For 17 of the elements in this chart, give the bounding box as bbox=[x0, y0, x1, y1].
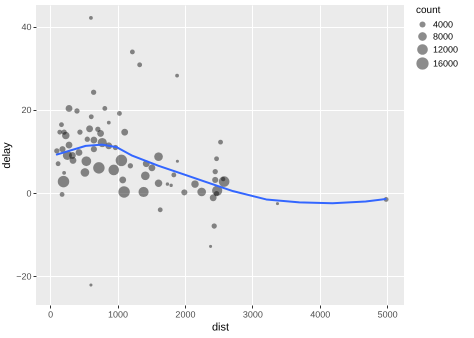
x-tick-label: 5000 bbox=[378, 310, 398, 320]
y-tick-label: 0 bbox=[26, 188, 32, 198]
legend-label: 16000 bbox=[433, 58, 458, 68]
legend-label: 4000 bbox=[433, 20, 454, 30]
legend-title: count bbox=[416, 5, 441, 16]
x-tick-label: 2000 bbox=[175, 310, 196, 320]
x-tick-label: 1000 bbox=[108, 310, 128, 320]
x-tick-label: 3000 bbox=[242, 310, 263, 320]
y-tick-label: 40 bbox=[21, 22, 32, 32]
x-tick-label: 0 bbox=[48, 310, 54, 320]
legend-label: 8000 bbox=[433, 32, 454, 42]
legend-label: 12000 bbox=[433, 44, 458, 54]
x-axis-title: dist bbox=[212, 322, 230, 334]
y-axis-title: delay bbox=[1, 142, 14, 169]
y-tick-label: 20 bbox=[21, 105, 32, 116]
x-tick-label: 4000 bbox=[310, 310, 330, 320]
y-tick-label: −20 bbox=[16, 271, 32, 282]
